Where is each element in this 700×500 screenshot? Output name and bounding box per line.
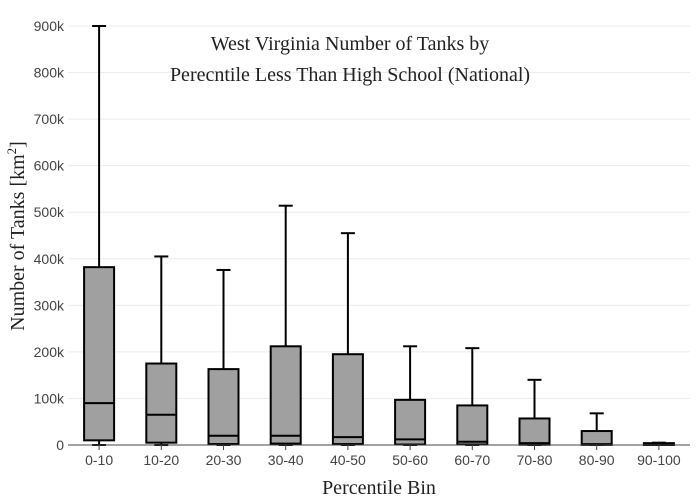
iqr-box [83,266,116,442]
x-tick-label: 90-100 [637,452,681,468]
box-70-80 [518,378,551,446]
y-tick-label: 500k [34,204,65,220]
box-30-40 [269,204,302,446]
box-60-70 [456,347,489,446]
y-tick-label: 0 [56,437,64,453]
grid-layer [68,25,690,399]
x-tick-label: 40-50 [330,452,366,468]
y-tick-label: 600k [34,158,65,174]
y-axis-title-end: ] [7,141,29,148]
iqr-box [269,345,302,445]
x-tick-label: 70-80 [517,452,553,468]
x-tick-label: 0-10 [85,452,113,468]
box-10-20 [145,255,178,446]
x-tick-label: 50-60 [392,452,428,468]
x-tick-label: 60-70 [454,452,490,468]
axis-layer [68,444,690,450]
x-axis-title: Percentile Bin [322,477,436,499]
y-axis-title-superscript: 2 [4,148,19,155]
iqr-box [580,430,613,446]
iqr-box [456,404,489,446]
box-20-30 [207,268,240,446]
box-0-10 [83,25,116,446]
y-tick-label: 800k [34,65,65,81]
y-tick-label: 200k [34,344,65,360]
y-tick-label: 700k [34,111,65,127]
iqr-box [207,368,240,446]
iqr-box [331,353,364,446]
x-tick-label: 80-90 [579,452,615,468]
y-tick-label: 400k [34,251,65,267]
box-80-90 [580,412,613,446]
y-axis-title-main: Number of Tanks [km [7,154,29,331]
x-tick-label: 20-30 [206,452,242,468]
x-tick-label: 10-20 [143,452,179,468]
chart-title-line-1: West Virginia Number of Tanks by [211,33,490,55]
y-axis-title: Number of Tanks [km2] [4,141,29,331]
box-40-50 [331,232,364,446]
y-tick-label: 100k [34,390,65,406]
box-layer [83,25,675,447]
iqr-box [145,362,178,444]
y-tick-label: 900k [34,18,65,34]
chart-title-line-2: Perecntile Less Than High School (Nation… [170,64,530,86]
label-layer: 0 100k 200k 300k 400k 500k 600k 700k 800k 900k 0-1… [34,18,681,468]
iqr-box [394,398,427,446]
box-50-60 [394,345,427,446]
iqr-box [518,417,551,446]
x-tick-label: 30-40 [268,452,304,468]
y-tick-label: 300k [34,297,65,313]
